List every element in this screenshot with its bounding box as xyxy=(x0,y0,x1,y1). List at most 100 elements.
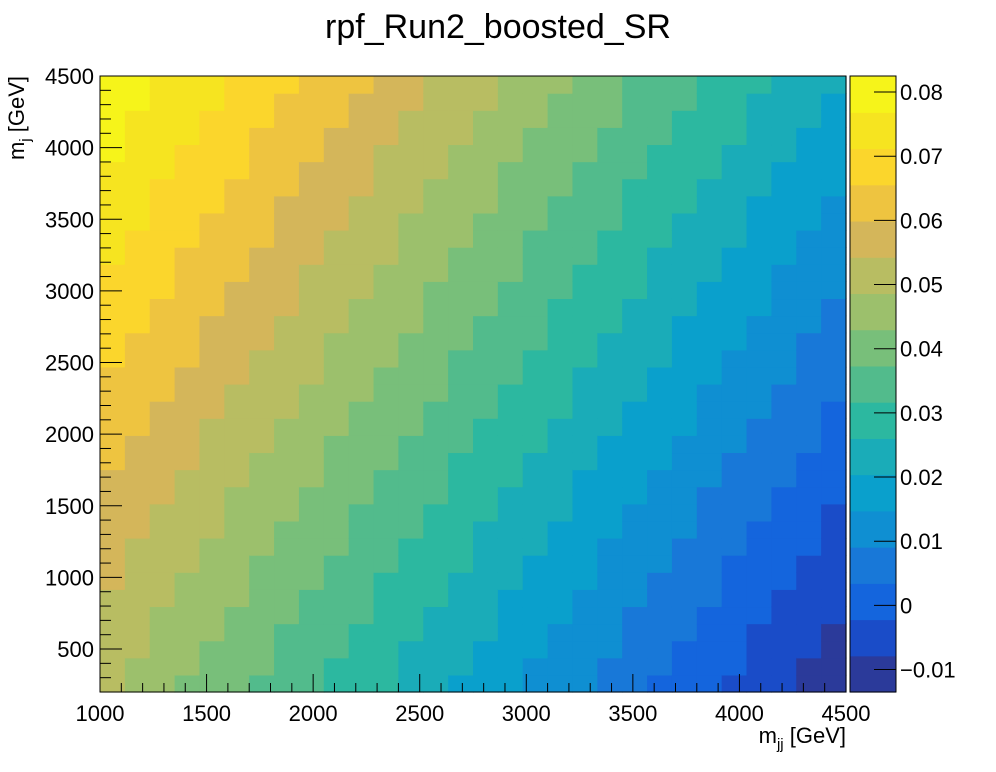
heatmap-cell xyxy=(274,366,300,385)
heatmap-cell xyxy=(473,230,499,248)
heatmap-cell xyxy=(274,298,300,317)
heatmap-cell xyxy=(224,178,250,197)
heatmap-cell xyxy=(547,212,574,231)
heatmap-cell xyxy=(547,486,574,505)
heatmap-cell xyxy=(597,332,623,351)
heatmap-cell xyxy=(373,589,399,608)
heatmap-cell xyxy=(647,144,673,163)
heatmap-cell xyxy=(622,401,648,419)
heatmap-cell xyxy=(771,503,797,522)
heatmap-cell xyxy=(348,640,375,659)
heatmap-cell xyxy=(671,572,698,590)
heatmap-cell xyxy=(647,520,673,539)
heatmap-cell xyxy=(522,623,549,642)
heatmap-cell xyxy=(771,520,797,539)
heatmap-cell xyxy=(671,161,698,180)
heatmap-cell xyxy=(696,503,723,522)
heatmap-cell xyxy=(572,503,598,522)
heatmap-cell xyxy=(821,572,847,590)
heatmap-cell xyxy=(696,384,723,402)
heatmap-cell xyxy=(323,110,350,128)
heatmap-cell xyxy=(746,144,772,163)
heatmap-cell xyxy=(448,247,474,265)
heatmap-cell xyxy=(323,520,350,539)
heatmap-cell xyxy=(473,195,499,214)
heatmap-cell xyxy=(100,435,126,454)
heatmap-cell xyxy=(124,486,151,505)
plot-frame xyxy=(99,75,847,693)
heatmap-cell xyxy=(473,281,499,300)
heatmap-cell xyxy=(274,401,300,419)
heatmap-cell xyxy=(647,298,673,317)
heatmap-cell xyxy=(622,538,648,556)
heatmap-cell xyxy=(274,315,300,334)
heatmap-cell xyxy=(696,247,723,265)
heatmap-cell xyxy=(448,520,474,539)
heatmap-cell xyxy=(174,469,201,488)
heatmap-cell xyxy=(323,127,350,146)
heatmap-cell xyxy=(572,520,598,539)
heatmap-cell xyxy=(224,144,250,163)
heatmap-cell xyxy=(373,230,399,248)
heatmap-cell xyxy=(796,195,822,214)
heatmap-cell xyxy=(448,264,474,282)
heatmap-cell xyxy=(174,93,201,111)
heatmap-cell xyxy=(199,281,225,300)
heatmap-cell xyxy=(274,93,300,111)
heatmap-cell xyxy=(771,452,797,471)
heatmap-cell xyxy=(796,110,822,128)
heatmap-cell xyxy=(348,349,375,368)
heatmap-cell xyxy=(696,589,723,608)
heatmap-cell xyxy=(821,161,847,180)
heatmap-cell xyxy=(746,538,772,556)
heatmap-cell xyxy=(149,127,176,146)
heatmap-cell xyxy=(473,589,499,608)
heatmap-cell xyxy=(796,486,822,505)
heatmap-cell xyxy=(671,606,698,625)
heatmap-cell xyxy=(547,555,574,573)
heatmap-cell xyxy=(721,332,748,351)
heatmap-cell xyxy=(522,418,549,436)
color-bar-swatch xyxy=(850,474,896,512)
heatmap-cell xyxy=(323,195,350,214)
heatmap-cell xyxy=(721,127,748,146)
heatmap-cell xyxy=(671,435,698,454)
heatmap-cell xyxy=(746,520,772,539)
heatmap-cell xyxy=(373,606,399,625)
heatmap-cell xyxy=(522,401,549,419)
heatmap-cell xyxy=(771,572,797,590)
heatmap-cell xyxy=(522,572,549,590)
heatmap-cell xyxy=(671,366,698,385)
heatmap-cell xyxy=(348,127,375,146)
heatmap-cell xyxy=(647,366,673,385)
heatmap-cell xyxy=(423,315,449,334)
heatmap-cell xyxy=(696,195,723,214)
heatmap-cell xyxy=(622,674,648,693)
heatmap-cell xyxy=(721,178,748,197)
heatmap-cell xyxy=(696,486,723,505)
heatmap-cell xyxy=(373,212,399,231)
heatmap-cell xyxy=(721,520,748,539)
heatmap-cell xyxy=(497,332,524,351)
heatmap-cell xyxy=(821,555,847,573)
heatmap-cell xyxy=(821,657,847,676)
heatmap-cell xyxy=(373,435,399,454)
heatmap-cell xyxy=(721,349,748,368)
heatmap-cell xyxy=(373,161,399,180)
heatmap-cell xyxy=(821,264,847,282)
heatmap-cell xyxy=(423,435,449,454)
heatmap-cell xyxy=(224,520,250,539)
heatmap-cell xyxy=(274,623,300,642)
heatmap-cell xyxy=(647,401,673,419)
heatmap-cell xyxy=(323,281,350,300)
heatmap-cell xyxy=(547,281,574,300)
heatmap-cell xyxy=(323,435,350,454)
heatmap-cell xyxy=(298,298,325,317)
heatmap-cell xyxy=(249,76,275,94)
heatmap-cell xyxy=(124,298,151,317)
heatmap-cell xyxy=(721,589,748,608)
heatmap-cell xyxy=(497,674,524,693)
heatmap-cell xyxy=(547,366,574,385)
heatmap-cell xyxy=(821,349,847,368)
heatmap-cell xyxy=(149,195,176,214)
